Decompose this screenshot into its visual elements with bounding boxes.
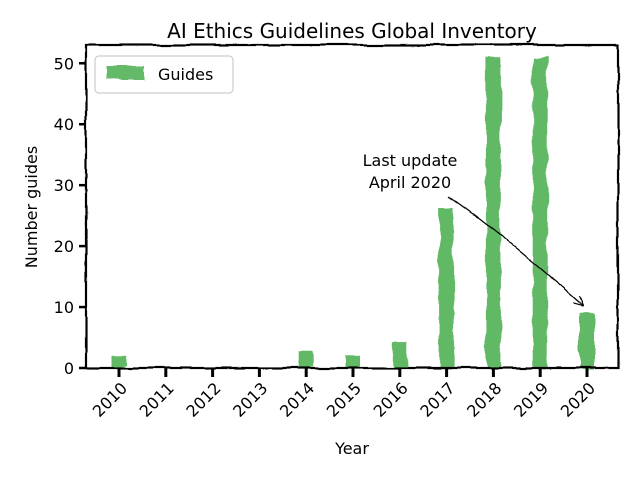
x-tick-label-2011: 2011 — [136, 379, 178, 421]
bar-2017 — [439, 209, 455, 368]
x-tick-label-2017: 2017 — [416, 379, 458, 421]
bar-2019 — [532, 57, 548, 368]
bar-2016 — [392, 343, 408, 368]
bars-layer — [111, 57, 595, 368]
y-tick-label-50: 50 — [54, 54, 74, 73]
x-tick-label-2014: 2014 — [276, 379, 318, 421]
annotation-arrow — [447, 195, 583, 305]
legend-label: Guides — [158, 65, 213, 84]
chart-title: AI Ethics Guidelines Global Inventory — [167, 19, 537, 43]
x-tick-label-2019: 2019 — [510, 379, 552, 421]
bar-2020 — [579, 313, 595, 368]
x-tick-label-2015: 2015 — [323, 379, 365, 421]
legend-swatch — [106, 66, 144, 80]
legend: Guides — [94, 55, 234, 94]
x-tick-label-2012: 2012 — [182, 379, 224, 421]
x-tick-label-2010: 2010 — [89, 379, 131, 421]
y-axis-label: Number guides — [22, 146, 41, 268]
y-tick-label-0: 0 — [64, 359, 74, 378]
x-tick-label-2013: 2013 — [229, 379, 271, 421]
y-axis: 0 10 20 30 40 50 — [54, 54, 86, 378]
legend-box — [94, 55, 234, 94]
x-axis: 2010 2011 2012 2013 2014 2015 2016 2017 2018 2019… — [89, 368, 599, 421]
x-tick-label-2016: 2016 — [370, 379, 412, 421]
annotation-line-1: Last update — [363, 151, 458, 170]
x-axis-label: Year — [334, 439, 369, 458]
y-tick-label-30: 30 — [54, 176, 74, 195]
x-tick-label-2020: 2020 — [557, 379, 599, 421]
bar-2018 — [485, 57, 501, 368]
annotation-line-2: April 2020 — [369, 173, 451, 192]
y-tick-label-10: 10 — [54, 298, 74, 317]
annotation: Last update April 2020 — [363, 151, 583, 305]
y-tick-label-20: 20 — [54, 237, 74, 256]
bar-2014 — [298, 349, 314, 368]
y-tick-label-40: 40 — [54, 115, 74, 134]
x-tick-label-2018: 2018 — [463, 379, 505, 421]
bar-2015 — [345, 355, 361, 368]
bar-2010 — [111, 355, 127, 368]
